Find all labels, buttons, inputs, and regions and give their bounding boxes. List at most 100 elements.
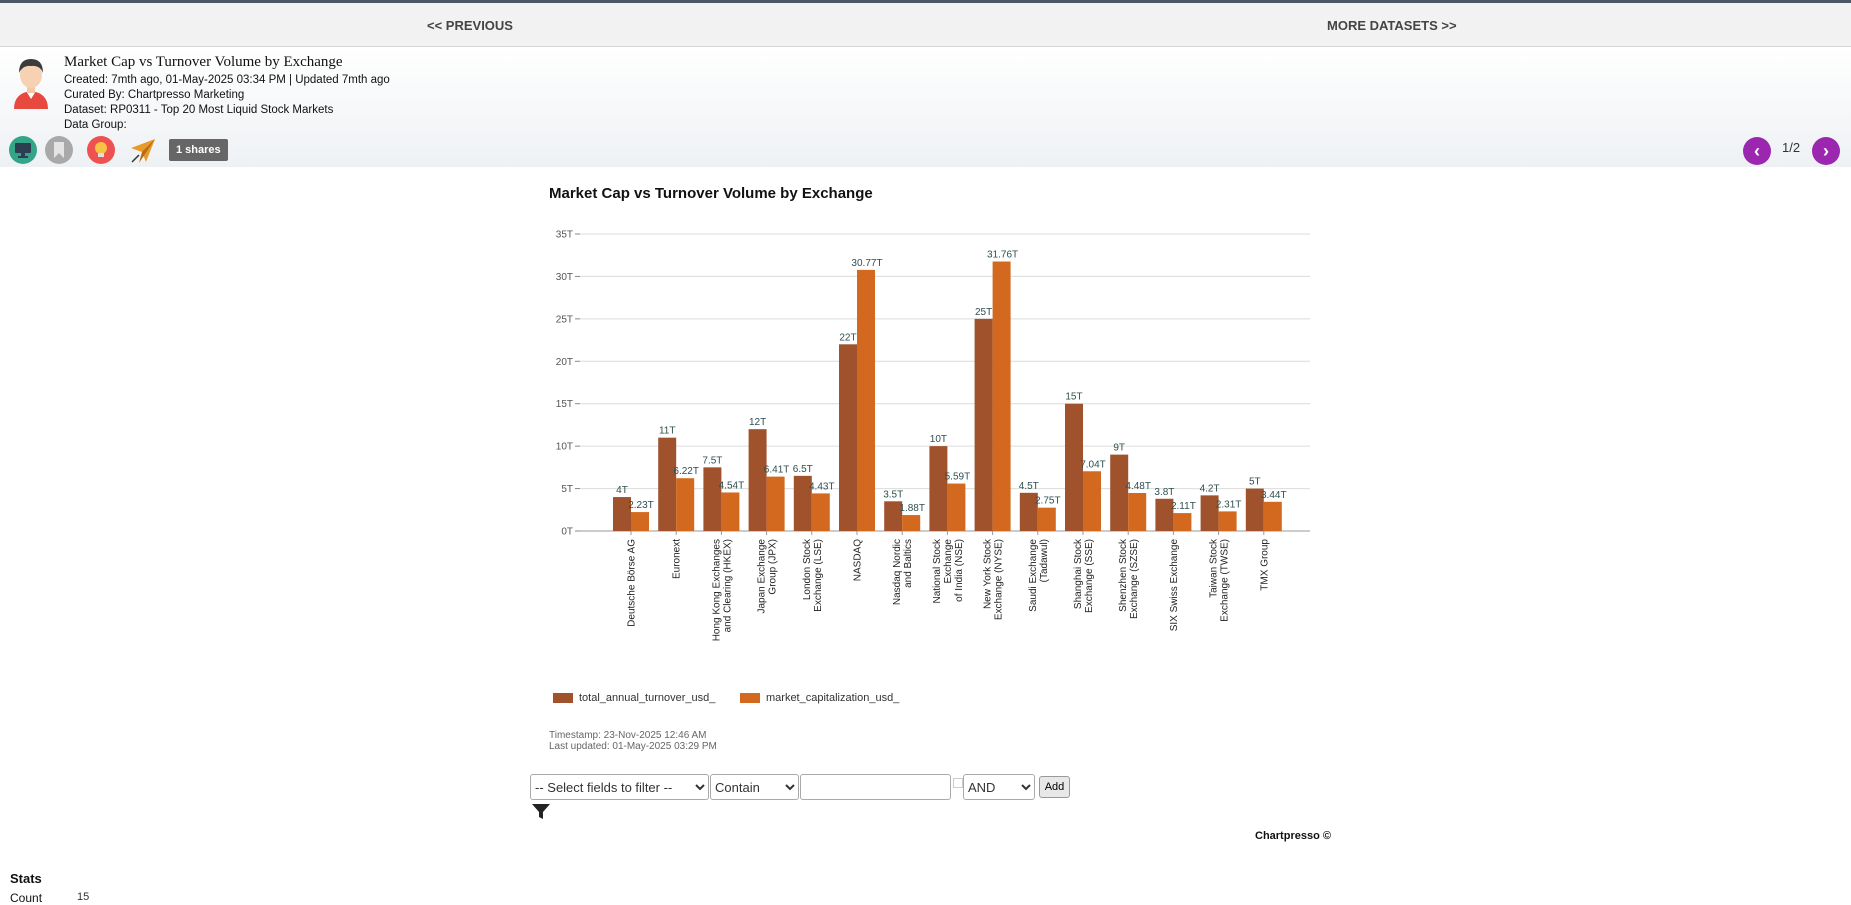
bar-turnover xyxy=(658,437,677,531)
legend-label-market-cap: market_capitalization_usd_ xyxy=(766,692,900,704)
user-avatar-icon xyxy=(14,59,48,109)
bar-market-cap xyxy=(811,493,830,531)
data-label: 22T xyxy=(839,332,856,343)
y-tick-label: 5T xyxy=(561,484,573,495)
page-indicator: 1/2 xyxy=(1782,140,1801,155)
more-datasets-link[interactable]: MORE DATASETS >> xyxy=(1327,18,1457,33)
x-tick-label: Shanghai StockExchange (SSE) xyxy=(1073,538,1095,613)
bar-turnover xyxy=(793,475,812,531)
bar-market-cap xyxy=(1263,501,1282,531)
bar-turnover xyxy=(1065,403,1083,531)
bar-market-cap xyxy=(857,269,875,531)
y-tick-label: 20T xyxy=(556,357,573,368)
data-label: 31.76T xyxy=(987,249,1018,260)
filter-checkbox[interactable] xyxy=(953,778,963,788)
data-label: 2.75T xyxy=(1035,496,1061,507)
data-label: 7.5T xyxy=(702,455,722,466)
chevron-left-icon: ‹ xyxy=(1754,141,1760,161)
data-label: 4.43T xyxy=(809,481,835,492)
data-label: 2.11T xyxy=(1171,501,1196,512)
filter-operator-select[interactable]: Contain xyxy=(710,774,799,800)
x-tick-label: Deutsche Börse AG xyxy=(627,539,638,627)
dataset-title: Market Cap vs Turnover Volume by Exchang… xyxy=(64,54,343,70)
bar-market-cap xyxy=(1218,511,1237,531)
paper-plane-icon[interactable] xyxy=(129,136,157,164)
legend-label-turnover: total_annual_turnover_usd_ xyxy=(579,692,716,704)
data-label: 25T xyxy=(975,307,992,318)
bar-turnover xyxy=(1155,498,1174,531)
data-label: 6.41T xyxy=(764,465,790,476)
x-tick-label: London StockExchange (LSE) xyxy=(802,538,824,612)
chart-title: Market Cap vs Turnover Volume by Exchang… xyxy=(549,185,873,202)
data-label: 30.77T xyxy=(851,258,882,269)
bar-turnover xyxy=(974,318,993,531)
bar-market-cap xyxy=(1083,471,1101,531)
timestamp: Timestamp: 23-Nov-2025 12:46 AM xyxy=(549,730,707,741)
stats-title: Stats xyxy=(10,871,42,886)
data-label: 1.88T xyxy=(899,503,925,514)
bar-market-cap xyxy=(992,261,1011,531)
shares-badge[interactable]: 1 shares xyxy=(169,139,228,161)
data-label: 3.44T xyxy=(1261,490,1287,501)
add-filter-button[interactable]: Add xyxy=(1039,776,1070,798)
x-tick-label: Hong Kong Exchangesand Clearing (HKEX) xyxy=(711,539,733,641)
legend-item-turnover[interactable]: total_annual_turnover_usd_ xyxy=(553,692,715,704)
bar-market-cap xyxy=(721,492,740,531)
bar-market-cap xyxy=(631,512,649,531)
legend-item-market-cap[interactable]: market_capitalization_usd_ xyxy=(740,692,899,704)
lightbulb-icon[interactable] xyxy=(87,136,115,164)
bar-turnover xyxy=(1110,454,1129,531)
brand-credit: Chartpresso © xyxy=(1255,830,1331,842)
filter-field-select[interactable]: -- Select fields to filter -- xyxy=(530,774,709,800)
y-tick-label: 35T xyxy=(556,230,573,241)
data-label: 6.5T xyxy=(793,464,813,475)
filter-icon[interactable] xyxy=(531,803,551,821)
data-label: 4.48T xyxy=(1125,481,1151,492)
bar-market-cap xyxy=(1173,513,1192,531)
x-tick-label: SIX Swiss Exchange xyxy=(1169,539,1180,632)
legend-swatch-market-cap xyxy=(740,693,760,703)
previous-link[interactable]: << PREVIOUS xyxy=(427,18,513,33)
filter-logic-select[interactable]: AND xyxy=(963,774,1035,800)
data-label: 9T xyxy=(1113,443,1125,454)
data-label: 2.31T xyxy=(1216,499,1242,510)
data-label: 3.5T xyxy=(883,489,903,500)
x-tick-label: Shenzhen StockExchange (SZSE) xyxy=(1118,538,1140,619)
bar-market-cap xyxy=(947,483,966,531)
filter-value-input[interactable] xyxy=(800,774,951,800)
x-tick-label: Euronext xyxy=(672,539,683,579)
stats-count-label: Count xyxy=(10,891,43,905)
bookmark-icon[interactable] xyxy=(45,136,73,164)
bar-turnover xyxy=(613,497,631,531)
data-label: 12T xyxy=(749,417,766,428)
top-nav-bar: << PREVIOUS MORE DATASETS >> xyxy=(0,0,1851,47)
bar-turnover xyxy=(884,501,903,531)
bar-market-cap xyxy=(766,476,785,531)
legend-swatch-turnover xyxy=(553,693,573,703)
data-group: Data Group: xyxy=(64,119,127,131)
monitor-icon[interactable] xyxy=(9,136,37,164)
data-label: 7.04T xyxy=(1080,459,1106,470)
x-tick-label: National StockExchangeof India (NSE) xyxy=(932,538,965,603)
bar-turnover xyxy=(1245,488,1264,531)
next-page-button[interactable]: › xyxy=(1812,137,1840,165)
bar-market-cap xyxy=(1128,492,1147,531)
bar-turnover xyxy=(748,429,767,531)
data-label: 6.22T xyxy=(673,466,699,477)
bar-turnover xyxy=(929,446,948,531)
data-label: 2.23T xyxy=(628,500,654,511)
x-tick-label: Saudi Exchange(Tadawul) xyxy=(1028,539,1050,612)
stats-count-value: 15 xyxy=(77,891,90,903)
dataset-info: Dataset: RP0311 - Top 20 Most Liquid Sto… xyxy=(64,104,334,116)
bar-market-cap xyxy=(676,478,695,531)
data-label: 5.59T xyxy=(945,472,971,483)
bar-market-cap xyxy=(902,515,921,531)
prev-page-button[interactable]: ‹ xyxy=(1743,137,1771,165)
x-tick-label: Japan ExchangeGroup (JPX) xyxy=(757,539,779,614)
data-label: 15T xyxy=(1065,392,1082,403)
y-tick-label: 10T xyxy=(556,442,573,453)
chevron-right-icon: › xyxy=(1823,141,1829,161)
y-tick-label: 25T xyxy=(556,314,573,325)
x-tick-label: NASDAQ xyxy=(853,539,864,581)
bar-turnover xyxy=(703,467,722,531)
